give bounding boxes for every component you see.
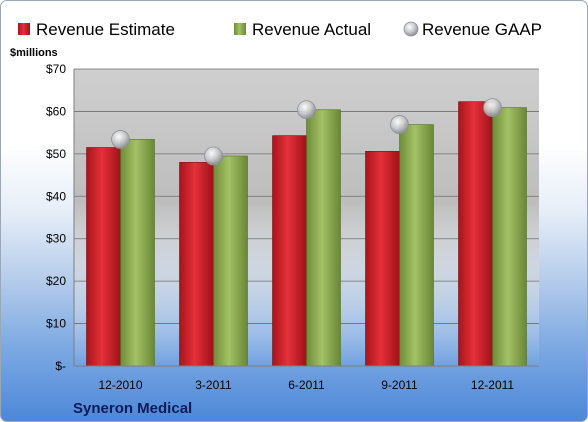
x-axis-ticks: 12-2010 3-2011 6-2011 9-2011 12-2011 — [98, 378, 514, 392]
y-tick-label: $50 — [46, 147, 66, 161]
y-axis-units-label: $millions — [10, 47, 58, 59]
bars — [86, 101, 527, 367]
legend-swatch-revenue-actual — [234, 23, 246, 35]
bar-revenue-actual-9-2011 — [399, 124, 434, 367]
legend-label-revenue-gaap: Revenue GAAP — [422, 20, 542, 39]
legend-swatch-revenue-estimate — [18, 23, 30, 35]
x-tick-label: 9-2011 — [381, 378, 418, 392]
bar-revenue-actual-6-2011 — [306, 109, 341, 367]
marker-revenue-gaap-6-2011 — [297, 100, 316, 120]
legend: Revenue Estimate Revenue Actual Revenue … — [18, 20, 542, 39]
y-axis-ticks: $- $10 $20 $30 $40 $50 $60 $70 — [46, 62, 66, 373]
marker-revenue-gaap-9-2011 — [390, 115, 409, 134]
x-tick-label: 3-2011 — [195, 378, 232, 392]
x-tick-label: 6-2011 — [288, 378, 325, 392]
bar-revenue-actual-12-2011 — [492, 107, 527, 367]
x-tick-label: 12-2010 — [98, 378, 142, 392]
y-tick-label: $70 — [46, 62, 66, 76]
legend-label-revenue-actual: Revenue Actual — [252, 20, 371, 39]
bar-revenue-estimate-12-2010 — [86, 147, 121, 367]
bar-revenue-estimate-3-2011 — [179, 162, 214, 367]
marker-revenue-gaap-12-2010 — [111, 130, 130, 149]
y-tick-label: $- — [55, 359, 66, 373]
y-tick-label: $10 — [46, 317, 66, 331]
y-tick-label: $40 — [46, 189, 66, 203]
y-tick-label: $60 — [46, 104, 66, 118]
marker-revenue-gaap-12-2011 — [483, 98, 502, 118]
y-tick-label: $20 — [46, 274, 66, 288]
legend-marker-revenue-gaap — [403, 21, 419, 37]
marker-revenue-gaap-3-2011 — [204, 146, 223, 166]
bar-revenue-actual-12-2010 — [120, 139, 155, 367]
legend-label-revenue-estimate: Revenue Estimate — [36, 20, 175, 39]
x-tick-label: 12-2011 — [471, 378, 514, 392]
bar-revenue-actual-3-2011 — [213, 155, 248, 367]
company-name: Syneron Medical — [73, 400, 192, 417]
bar-revenue-estimate-9-2011 — [365, 151, 400, 367]
bar-revenue-estimate-12-2011 — [458, 101, 493, 367]
y-tick-label: $30 — [46, 232, 66, 246]
gaap-markers — [111, 98, 502, 166]
bar-revenue-estimate-6-2011 — [272, 135, 307, 367]
